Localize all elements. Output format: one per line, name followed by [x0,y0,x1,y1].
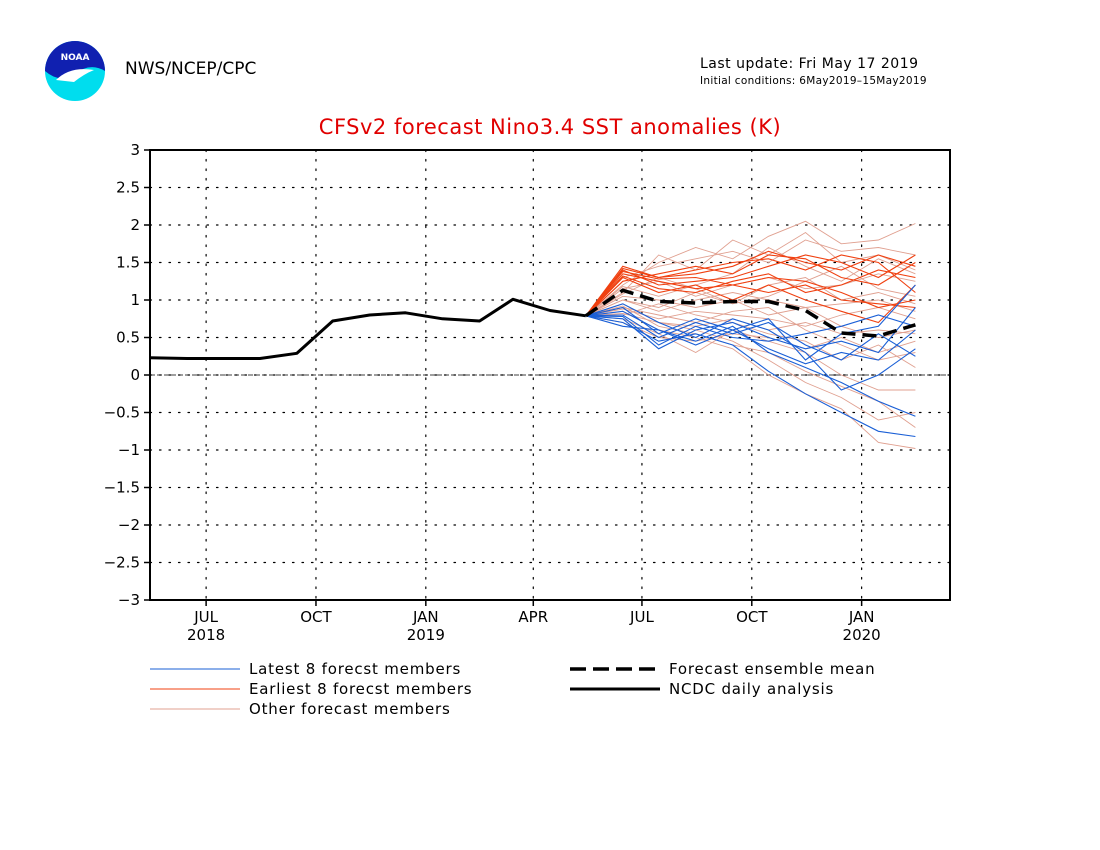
latest-member-line [585,315,916,365]
legend-label-mean: Forecast ensemble mean [669,660,875,678]
y-tick-label: 2 [130,216,140,234]
legend: Latest 8 forecst members Earliest 8 forec… [150,660,875,718]
x-tick-label: JAN [412,608,439,626]
other-member-line [585,315,916,353]
latest-member-line [585,303,916,391]
y-tick-label: 3 [130,141,140,159]
earliest-member-line [585,276,916,324]
grid [149,149,951,601]
latest-member-line [585,314,916,361]
last-update-text: Last update: Fri May 17 2019 [700,56,919,72]
x-tick-label: JUL [193,608,218,626]
analysis-group [149,288,916,360]
y-tick-label: 1 [130,291,140,309]
earliest-member-line [585,254,916,317]
x-tick-label: JAN [848,608,875,626]
x-tick-year-label: 2018 [187,626,225,644]
chart-title: CFSv2 forecast Nino3.4 SST anomalies (K) [319,115,781,139]
y-tick-label: −1.5 [104,479,140,497]
initial-conditions-text: Initial conditions: 6May2019–15May2019 [700,75,927,87]
other-member-line [585,307,916,327]
x-tick-year-label: 2020 [843,626,881,644]
legend-label-other: Other forecast members [249,700,451,718]
axes: 32.521.510.50−0.5−1−1.5−2−2.5−3JUL2018OC… [104,141,951,644]
latest-member-line [585,307,916,354]
x-tick-label: OCT [736,608,768,626]
y-tick-label: −3 [118,591,140,609]
other-member-line [585,305,916,428]
earliest-member-line [585,250,916,317]
y-tick-label: 0 [130,366,140,384]
latest-member-line [585,315,916,438]
x-tick-label: JUL [629,608,654,626]
y-tick-label: −0.5 [104,404,140,422]
logo-text: NOAA [61,53,90,63]
x-tick-label: APR [518,608,548,626]
y-tick-label: 1.5 [116,254,140,272]
x-tick-year-label: 2019 [407,626,445,644]
earliest-member-line [585,270,916,317]
other-member-line [585,277,916,317]
y-tick-label: −2 [118,516,140,534]
earliest-members-group [585,250,916,324]
earliest-member-line [585,269,916,317]
x-tick-label: OCT [300,608,332,626]
y-tick-label: −1 [118,441,140,459]
latest-members-group [585,284,916,438]
y-tick-label: 2.5 [116,179,140,197]
analysis-line [149,297,587,360]
legend-label-analysis: NCDC daily analysis [669,680,834,698]
ensemble-mean-line [584,288,916,338]
y-tick-label: −2.5 [104,554,140,572]
y-tick-label: 0.5 [116,329,140,347]
noaa-logo: NOAA [44,40,106,102]
legend-label-earliest: Earliest 8 forecst members [249,680,472,698]
org-label: NWS/NCEP/CPC [125,59,257,79]
earliest-member-line [585,254,916,317]
legend-label-latest: Latest 8 forecst members [249,660,461,678]
